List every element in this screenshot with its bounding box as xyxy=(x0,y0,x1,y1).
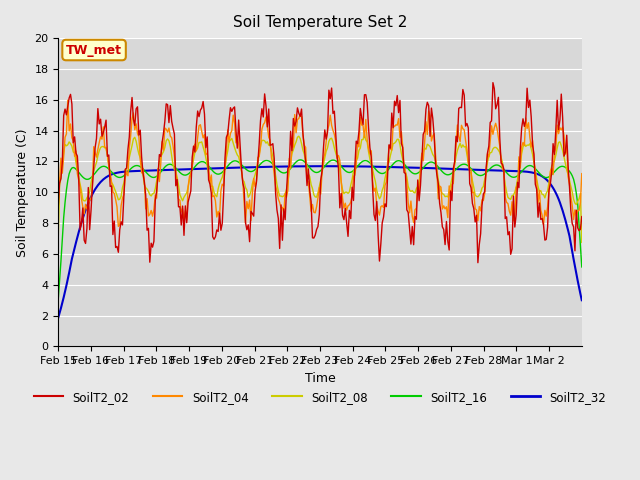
SoilT2_16 xyxy=(325,159,333,165)
SoilT2_02 xyxy=(578,214,586,219)
SoilT2_16 xyxy=(296,157,304,163)
Line: SoilT2_16: SoilT2_16 xyxy=(58,160,582,300)
SoilT2_02 xyxy=(474,260,482,265)
Y-axis label: Soil Temperature (C): Soil Temperature (C) xyxy=(16,128,29,256)
SoilT2_04 xyxy=(508,199,516,204)
SoilT2_16 xyxy=(578,264,586,270)
SoilT2_04 xyxy=(578,171,586,177)
SoilT2_08 xyxy=(507,196,515,202)
SoilT2_08 xyxy=(72,159,80,165)
SoilT2_02 xyxy=(324,129,332,135)
SoilT2_32 xyxy=(578,297,586,303)
SoilT2_08 xyxy=(324,145,332,151)
SoilT2_08 xyxy=(54,237,62,242)
SoilT2_16 xyxy=(88,173,96,179)
SoilT2_16 xyxy=(575,222,583,228)
SoilT2_02 xyxy=(54,204,62,210)
SoilT2_02 xyxy=(428,105,435,111)
SoilT2_32 xyxy=(325,163,333,169)
SoilT2_32 xyxy=(324,163,332,169)
SoilT2_04 xyxy=(54,174,62,180)
SoilT2_04 xyxy=(577,200,584,205)
SoilT2_08 xyxy=(429,152,436,157)
SoilT2_02 xyxy=(489,80,497,85)
SoilT2_08 xyxy=(88,173,96,179)
SoilT2_32 xyxy=(88,191,96,197)
SoilT2_16 xyxy=(54,297,62,303)
SoilT2_04 xyxy=(64,97,72,103)
SoilT2_32 xyxy=(429,165,436,171)
SoilT2_02 xyxy=(88,183,96,189)
Line: SoilT2_04: SoilT2_04 xyxy=(58,100,582,227)
SoilT2_16 xyxy=(72,166,80,172)
SoilT2_02 xyxy=(508,246,516,252)
SoilT2_08 xyxy=(360,131,368,137)
SoilT2_16 xyxy=(429,159,436,165)
SoilT2_04 xyxy=(74,171,81,177)
SoilT2_32 xyxy=(54,315,62,321)
SoilT2_32 xyxy=(507,168,515,174)
Text: TW_met: TW_met xyxy=(66,44,122,57)
SoilT2_32 xyxy=(72,240,80,245)
SoilT2_08 xyxy=(578,240,586,245)
SoilT2_04 xyxy=(430,131,438,136)
SoilT2_04 xyxy=(326,112,334,118)
SoilT2_16 xyxy=(507,173,515,179)
Line: SoilT2_32: SoilT2_32 xyxy=(58,166,582,318)
Title: Soil Temperature Set 2: Soil Temperature Set 2 xyxy=(233,15,407,30)
SoilT2_32 xyxy=(575,285,583,290)
Legend: SoilT2_02, SoilT2_04, SoilT2_08, SoilT2_16, SoilT2_32: SoilT2_02, SoilT2_04, SoilT2_08, SoilT2_… xyxy=(29,386,611,408)
Line: SoilT2_08: SoilT2_08 xyxy=(58,134,582,242)
SoilT2_02 xyxy=(72,150,80,156)
SoilT2_04 xyxy=(115,224,122,229)
X-axis label: Time: Time xyxy=(305,372,335,384)
Line: SoilT2_02: SoilT2_02 xyxy=(58,83,582,263)
SoilT2_04 xyxy=(90,144,97,150)
SoilT2_08 xyxy=(575,196,583,202)
SoilT2_02 xyxy=(577,227,584,232)
